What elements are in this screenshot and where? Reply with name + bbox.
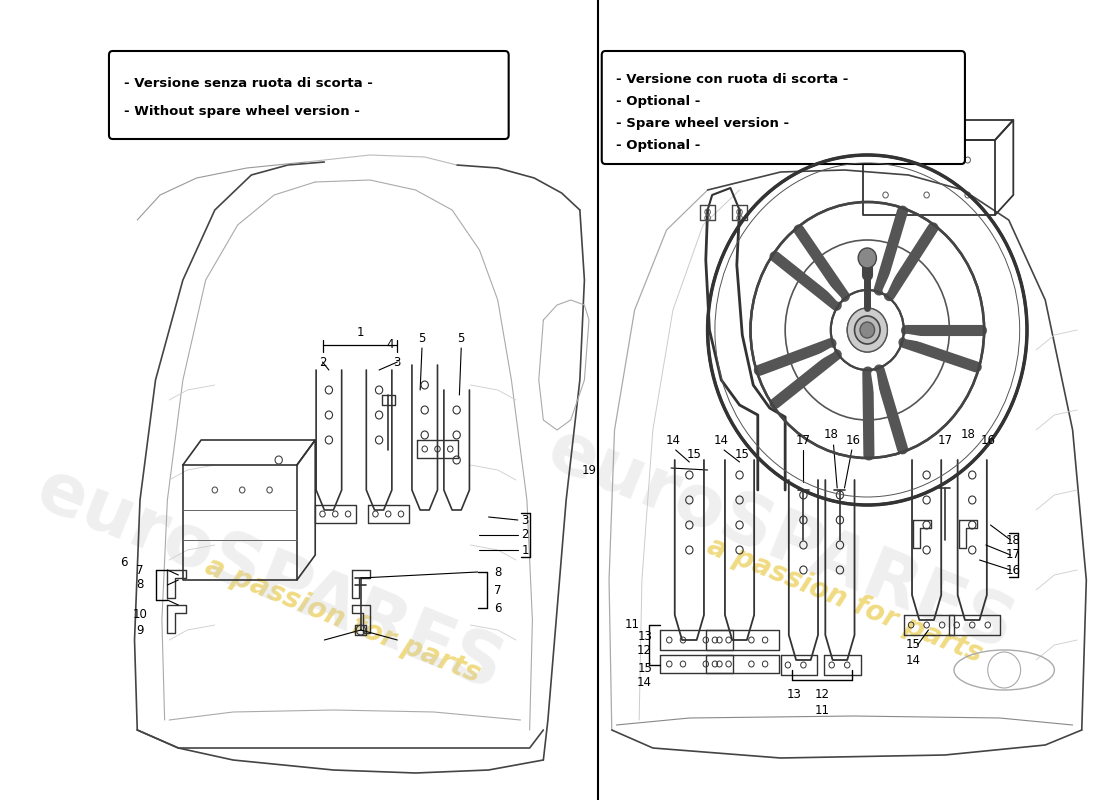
FancyBboxPatch shape (602, 51, 965, 164)
Text: 6: 6 (494, 602, 502, 614)
FancyBboxPatch shape (109, 51, 508, 139)
Text: - Versione con ruota di scorta -: - Versione con ruota di scorta - (616, 73, 849, 86)
Text: 7: 7 (494, 583, 502, 597)
Text: 3: 3 (521, 514, 529, 526)
Text: 16: 16 (846, 434, 861, 446)
Text: 18: 18 (960, 429, 975, 442)
Text: 2: 2 (319, 355, 327, 369)
Text: 14: 14 (666, 434, 681, 446)
Text: 9: 9 (136, 623, 144, 637)
Circle shape (847, 308, 888, 352)
Text: 15: 15 (735, 449, 750, 462)
Text: 6: 6 (120, 557, 128, 570)
Text: euroSPARES: euroSPARES (26, 455, 513, 705)
Text: 2: 2 (521, 529, 529, 542)
Text: - Optional -: - Optional - (616, 139, 701, 152)
Text: 14: 14 (905, 654, 921, 666)
Text: a passion for parts: a passion for parts (201, 552, 484, 688)
Text: 8: 8 (494, 566, 502, 578)
Text: 18: 18 (824, 429, 838, 442)
Text: 15: 15 (686, 449, 702, 462)
Text: 17: 17 (796, 434, 811, 446)
Circle shape (860, 322, 875, 338)
Text: 10: 10 (133, 609, 147, 622)
Text: 15: 15 (905, 638, 921, 651)
Text: 13: 13 (637, 630, 652, 643)
Text: - Optional -: - Optional - (616, 95, 701, 108)
Text: 5: 5 (418, 331, 426, 345)
Text: 11: 11 (814, 703, 829, 717)
Text: 7: 7 (136, 563, 144, 577)
Text: 14: 14 (714, 434, 729, 446)
Text: 16: 16 (1005, 563, 1021, 577)
Text: 13: 13 (786, 689, 802, 702)
Text: 14: 14 (637, 677, 652, 690)
Circle shape (858, 248, 877, 268)
Text: 17: 17 (937, 434, 953, 446)
Text: 8: 8 (136, 578, 144, 591)
Text: - Spare wheel version -: - Spare wheel version - (616, 117, 790, 130)
Text: 1: 1 (356, 326, 364, 338)
Text: - Versione senza ruota di scorta -: - Versione senza ruota di scorta - (123, 77, 373, 90)
Text: 16: 16 (981, 434, 997, 446)
Text: 19: 19 (582, 463, 596, 477)
Text: euroSPARES: euroSPARES (537, 415, 1024, 665)
Text: 15: 15 (637, 662, 652, 674)
Text: 18: 18 (1005, 534, 1021, 546)
Text: - Without spare wheel version -: - Without spare wheel version - (123, 105, 360, 118)
Text: 12: 12 (814, 689, 829, 702)
Text: 5: 5 (458, 331, 465, 345)
Circle shape (847, 308, 888, 352)
Text: 12: 12 (637, 643, 652, 657)
Text: 3: 3 (394, 355, 402, 369)
Text: a passion for parts: a passion for parts (703, 532, 987, 668)
Circle shape (855, 316, 880, 344)
Text: 1: 1 (521, 543, 529, 557)
Text: 17: 17 (1005, 549, 1021, 562)
Text: 4: 4 (386, 338, 394, 351)
Text: 11: 11 (625, 618, 639, 631)
